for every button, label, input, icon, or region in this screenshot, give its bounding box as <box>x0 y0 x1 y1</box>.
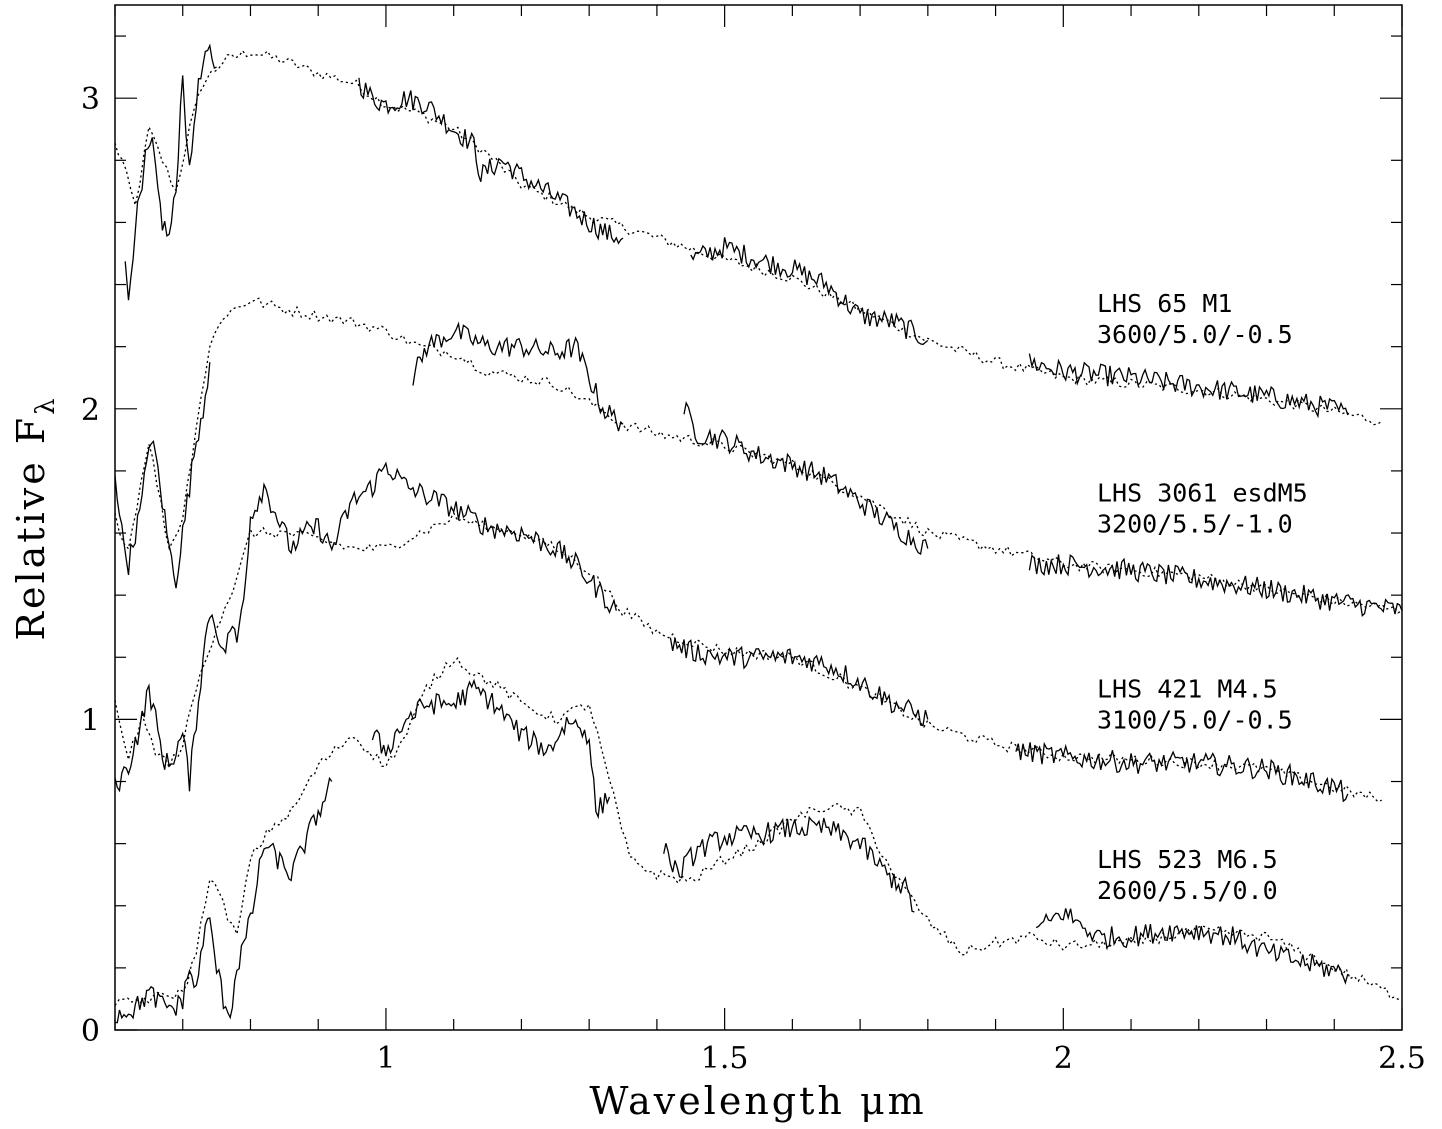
y-axis-label-subscript: λ <box>31 395 61 414</box>
y-tick-label: 0 <box>81 1014 100 1049</box>
model-spectrum <box>114 49 1383 426</box>
observed-spectrum <box>1028 554 1403 618</box>
series-label-star: LHS 421 M4.5 <box>1097 674 1278 703</box>
observed-spectrum <box>371 678 611 820</box>
series-label-model: 3600/5.0/-0.5 <box>1097 320 1293 349</box>
axis-tick-labels: 1 1.5 2 2.5 0 1 2 3 <box>81 82 1426 1076</box>
y-axis-label-main: Relative F <box>9 415 53 641</box>
x-tick-label: 1 <box>376 1041 395 1076</box>
observed-spectrum <box>1035 908 1349 985</box>
series-label-star: LHS 523 M6.5 <box>1097 845 1278 874</box>
series-label-model: 2600/5.5/0.0 <box>1097 876 1278 905</box>
axis-ticks <box>114 5 1403 1031</box>
x-tick-label: 2 <box>1054 1041 1073 1076</box>
observed-spectrum <box>358 77 624 245</box>
y-axis-label: Relative Fλ <box>9 395 61 640</box>
y-tick-label: 3 <box>81 82 100 117</box>
series-label-model: 3200/5.5/-1.0 <box>1097 510 1293 539</box>
series-label-star: LHS 3061 esdM5 <box>1097 479 1308 508</box>
observed-spectrum <box>114 362 211 589</box>
plot-frame <box>114 4 1403 1031</box>
x-tick-label: 2.5 <box>1378 1041 1426 1076</box>
observed-spectrum <box>663 815 915 913</box>
observed-spectrum <box>683 400 929 556</box>
series-1 <box>114 297 1403 618</box>
y-tick-label: 2 <box>81 393 100 428</box>
series-layer <box>114 43 1403 1024</box>
series-3 <box>114 656 1403 1024</box>
series-0 <box>114 43 1383 426</box>
model-spectrum <box>114 656 1403 1006</box>
x-tick-label: 1.5 <box>701 1041 749 1076</box>
series-2 <box>114 461 1382 803</box>
observed-spectrum <box>114 776 333 1024</box>
observed-spectrum <box>1028 353 1349 419</box>
series-label-model: 3100/5.0/-0.5 <box>1097 705 1293 734</box>
observed-spectrum <box>114 461 617 793</box>
observed-spectrum <box>669 637 929 727</box>
observed-spectrum <box>412 321 624 432</box>
observed-spectrum <box>124 43 217 301</box>
y-tick-label: 1 <box>81 703 100 738</box>
model-spectrum <box>114 297 1403 614</box>
series-label-star: LHS 65 M1 <box>1097 289 1232 318</box>
model-spectrum <box>114 511 1382 803</box>
svg-text:Relative Fλ: Relative Fλ <box>9 395 61 640</box>
x-axis-label: Wavelength μm <box>589 1079 926 1123</box>
observed-spectrum <box>690 237 929 346</box>
observed-spectrum <box>1015 741 1349 803</box>
